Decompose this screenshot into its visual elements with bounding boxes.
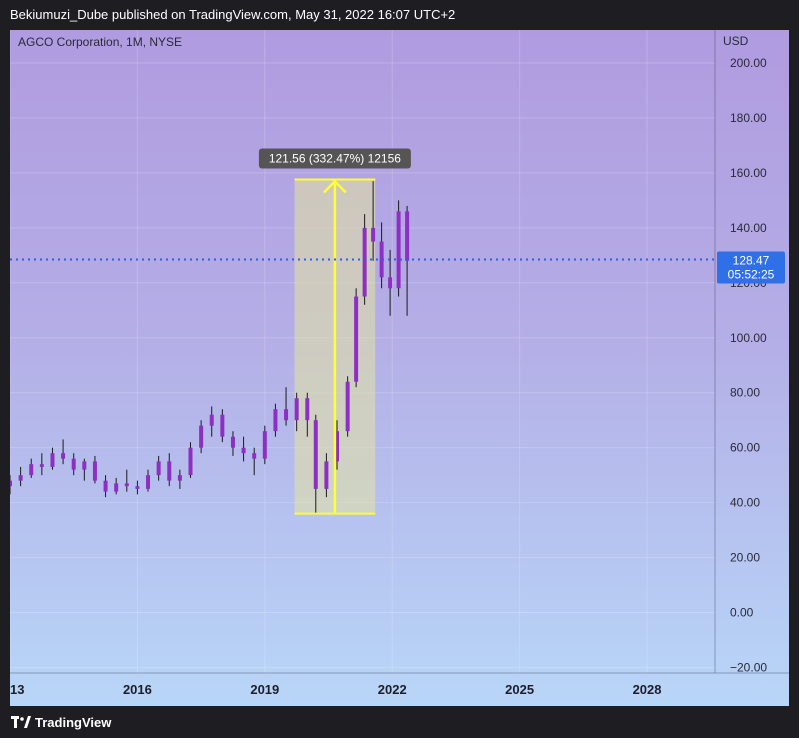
y-tick-label: 160.00 <box>730 166 767 180</box>
y-tick-label: 100.00 <box>730 331 767 345</box>
measure-tooltip <box>258 148 411 169</box>
price-chart[interactable]: 121.56 (332.47%) 12156 200.00 180.00 160.00… <box>10 30 789 706</box>
candle-body <box>167 461 172 481</box>
candle-body <box>92 461 97 481</box>
y-tick-label: 20.00 <box>730 551 760 565</box>
candle-body <box>156 461 161 476</box>
x-tick-label: 2025 <box>505 682 534 697</box>
candle-body <box>313 420 318 489</box>
candle-body <box>18 475 23 481</box>
candle-body <box>103 480 108 492</box>
x-tick-label: 2028 <box>633 682 662 697</box>
candle-body <box>262 431 267 459</box>
candle-body <box>273 409 278 432</box>
candle-body <box>146 475 151 489</box>
candle-body <box>220 414 225 437</box>
last-price-label: 128.47 <box>733 254 770 268</box>
candle-body <box>10 480 12 487</box>
last-price-tag <box>717 251 785 284</box>
y-tick-label: 180.00 <box>730 111 767 125</box>
y-tick-label: 60.00 <box>730 441 760 455</box>
measure-arrow-head <box>323 179 347 194</box>
currency-label: USD <box>723 34 749 48</box>
y-tick-label: 140.00 <box>730 221 767 235</box>
y-tick-label: 200.00 <box>730 56 767 70</box>
candle-body <box>284 409 289 421</box>
candle-body <box>61 453 66 459</box>
symbol-label: AGCO Corporation, 1M, NYSE <box>18 35 183 49</box>
candle-body <box>405 211 410 261</box>
candle-body <box>209 414 214 426</box>
candle-countdown-label: 05:52:25 <box>728 268 775 282</box>
candle-body <box>135 486 140 489</box>
candle-body <box>82 461 87 470</box>
candle-body <box>71 458 76 470</box>
y-tick-label: 40.00 <box>730 496 760 510</box>
measure-tooltip-label: 121.56 (332.47%) 12156 <box>269 151 401 165</box>
chart-area[interactable]: 121.56 (332.47%) 12156 200.00 180.00 160.00… <box>10 30 789 706</box>
candle-body <box>50 453 55 467</box>
candle-body <box>252 453 257 459</box>
footer: TradingView <box>0 706 799 738</box>
candle-body <box>396 211 401 289</box>
tradingview-logo-icon <box>11 716 31 728</box>
y-tick-label: 0.00 <box>730 606 754 620</box>
candle-body <box>379 241 384 278</box>
candle-body <box>114 483 119 492</box>
candle-body <box>324 461 329 489</box>
x-tick-label: 2019 <box>250 682 279 697</box>
x-tick-label: 2013 <box>10 682 24 697</box>
candle-body <box>241 447 246 454</box>
candle-body <box>39 464 44 467</box>
candle-body <box>345 381 350 432</box>
candle-body <box>362 227 367 297</box>
y-tick-label: 80.00 <box>730 386 760 400</box>
candle-body <box>124 483 129 487</box>
candle-body <box>294 398 299 421</box>
candle-body <box>29 464 34 476</box>
candle-body <box>371 227 376 242</box>
candle-body <box>177 475 182 481</box>
candle-body <box>388 277 393 289</box>
candle-body <box>354 296 359 382</box>
publisher-header: Bekiumuzi_Dube published on TradingView.… <box>10 7 456 22</box>
candle-body <box>335 431 340 462</box>
candle-body <box>188 447 193 476</box>
x-tick-label: 2016 <box>123 682 152 697</box>
candle-body <box>230 436 235 448</box>
candle-body <box>199 425 204 448</box>
brand-label: TradingView <box>35 714 112 730</box>
y-tick-label: −20.00 <box>730 661 767 675</box>
candle-body <box>305 398 310 421</box>
x-tick-label: 2022 <box>378 682 407 697</box>
